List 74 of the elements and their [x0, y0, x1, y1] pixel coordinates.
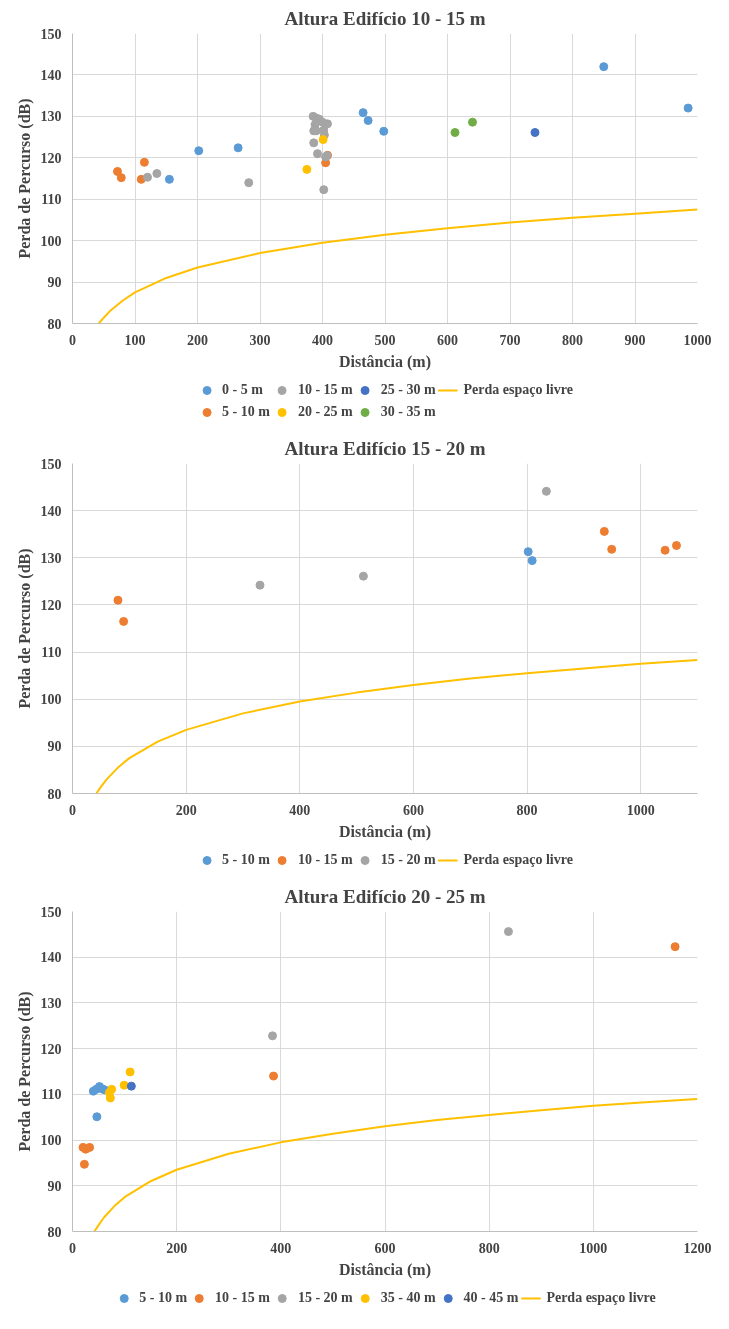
y-tick-label: 90	[47, 1178, 62, 1194]
x-tick-label: 1000	[626, 802, 655, 818]
x-tick-label: 600	[374, 1240, 396, 1256]
x-tick-label: 0	[69, 332, 76, 348]
y-tick-label: 120	[40, 597, 62, 613]
y-tick-label: 100	[40, 233, 62, 249]
y-tick-label: 90	[47, 275, 62, 291]
legend-label: Perda espaço livre	[463, 382, 573, 398]
x-tick-label: 0	[69, 1240, 76, 1256]
x-tick-label: 200	[166, 1240, 188, 1256]
y-tick-label: 130	[40, 550, 62, 566]
y-tick-label: 80	[47, 786, 62, 802]
x-tick-label: 1000	[579, 1240, 608, 1256]
y-tick-label: 110	[41, 645, 62, 661]
legend-label: Perda espaço livre	[546, 1290, 656, 1306]
x-tick-label: 900	[624, 332, 646, 348]
x-tick-label: 700	[499, 332, 521, 348]
x-tick-label: 1200	[683, 1240, 712, 1256]
y-tick-label: 140	[40, 503, 62, 519]
x-tick-label: 100	[124, 332, 146, 348]
y-tick-label: 150	[40, 456, 62, 472]
y-tick-label: 140	[40, 950, 62, 966]
legend-label: 40 - 45 m	[463, 1290, 519, 1306]
legend-label: 10 - 15 m	[215, 1290, 270, 1306]
legend-label: 15 - 20 m	[380, 852, 436, 868]
y-tick-label: 100	[40, 1133, 62, 1149]
y-tick-label: 120	[40, 150, 62, 166]
legend-label: 5 - 10 m	[222, 404, 270, 420]
legend-label: 15 - 20 m	[297, 1290, 353, 1306]
x-tick-label: 600	[402, 802, 424, 818]
x-tick-label: 200	[175, 802, 197, 818]
legend-label: 5 - 10 m	[139, 1290, 188, 1306]
y-tick-label: 110	[41, 192, 62, 208]
x-axis-title: Distância (m)	[339, 352, 431, 371]
y-tick-label: 140	[40, 67, 62, 83]
x-axis-title: Distância (m)	[339, 1260, 431, 1279]
x-tick-label: 0	[69, 802, 76, 818]
legend-label: 0 - 5 m	[222, 382, 263, 398]
x-axis-title: Distância (m)	[339, 822, 431, 841]
y-tick-label: 110	[41, 1087, 62, 1103]
x-tick-label: 500	[374, 332, 396, 348]
y-axis-title: Perda de Percurso (dB)	[15, 548, 34, 709]
x-tick-label: 1000	[683, 332, 712, 348]
x-tick-label: 600	[437, 332, 458, 348]
chart-title: Altura Edifício 15 - 20 m	[284, 437, 486, 459]
x-tick-label: 200	[187, 332, 208, 348]
x-tick-label: 800	[516, 802, 538, 818]
x-tick-label: 800	[478, 1240, 500, 1256]
y-tick-label: 80	[47, 316, 62, 332]
legend-label: 30 - 35 m	[380, 404, 436, 420]
y-axis-title: Perda de Percurso (dB)	[15, 991, 34, 1152]
chart-title: Altura Edifício 20 - 25 m	[284, 885, 486, 907]
y-tick-label: 150	[40, 904, 62, 920]
x-tick-label: 400	[289, 802, 311, 818]
legend-label: 10 - 15 m	[297, 852, 353, 868]
x-tick-label: 400	[312, 332, 333, 348]
legend-label: 35 - 40 m	[380, 1290, 436, 1306]
x-tick-label: 300	[249, 332, 271, 348]
legend-label: 25 - 30 m	[380, 382, 436, 398]
y-tick-label: 90	[47, 739, 62, 755]
y-tick-label: 130	[40, 995, 62, 1011]
legend-label: 20 - 25 m	[297, 404, 353, 420]
legend-label: 5 - 10 m	[222, 852, 270, 868]
y-tick-label: 120	[40, 1041, 62, 1057]
legend-label: 10 - 15 m	[297, 382, 353, 398]
y-tick-label: 130	[40, 109, 62, 125]
x-tick-label: 800	[562, 332, 583, 348]
x-tick-label: 400	[270, 1240, 292, 1256]
y-tick-label: 150	[40, 26, 62, 42]
chart-title: Altura Edifício 10 - 15 m	[284, 7, 486, 29]
y-tick-label: 80	[47, 1224, 62, 1240]
legend-label: Perda espaço livre	[463, 852, 573, 868]
y-axis-title: Perda de Percurso (dB)	[15, 98, 34, 259]
y-tick-label: 100	[40, 692, 62, 708]
